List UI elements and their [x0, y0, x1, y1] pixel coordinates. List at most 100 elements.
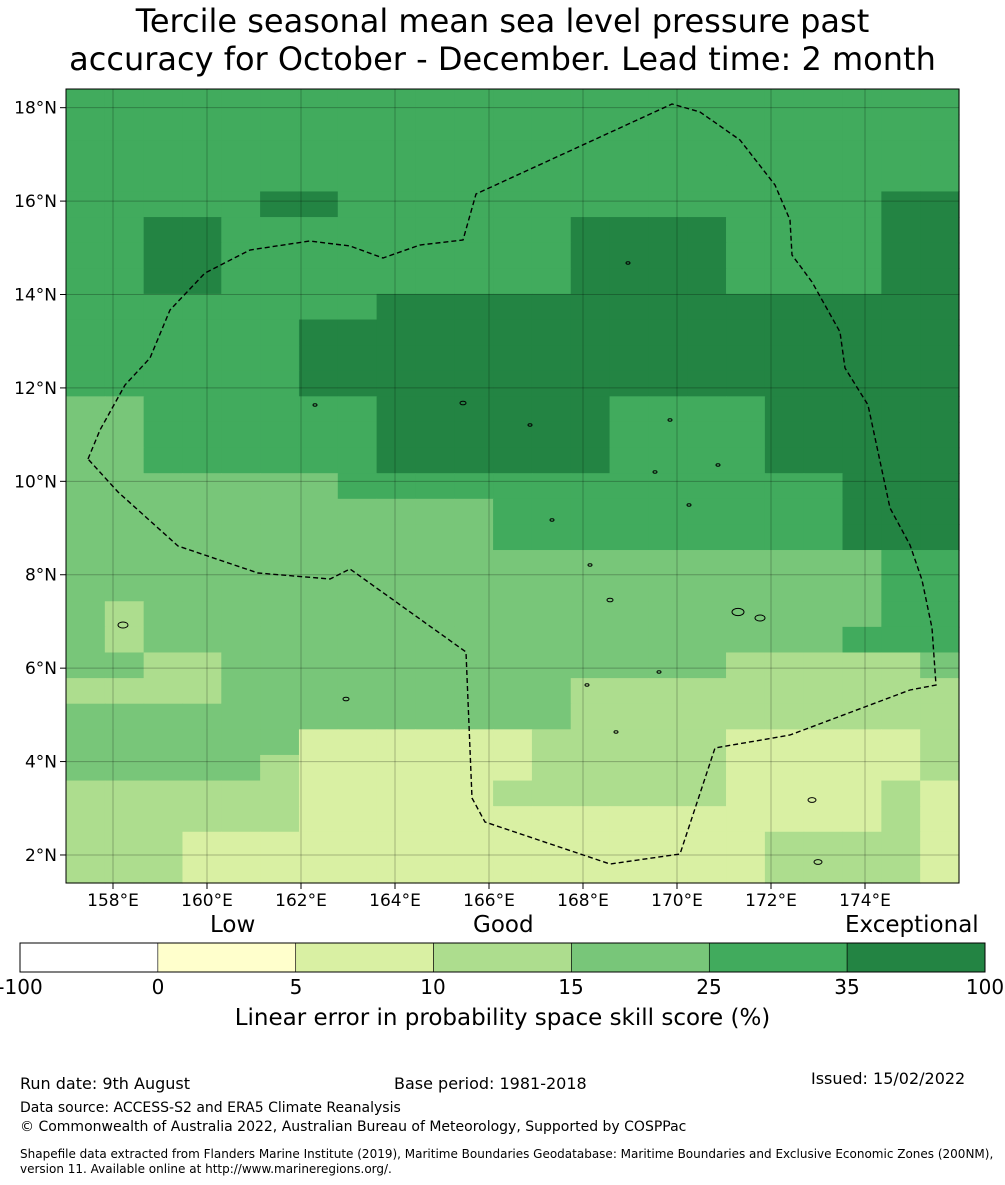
grid-cell — [881, 370, 921, 397]
grid-cell — [260, 729, 300, 756]
grid-cell — [454, 780, 494, 807]
grid-cell — [493, 857, 533, 884]
grid-cell — [104, 575, 145, 602]
grid-cell — [570, 114, 611, 141]
island-outline — [667, 418, 673, 422]
grid-cell — [298, 217, 339, 244]
grid-cell — [376, 268, 417, 295]
grid-cell — [298, 396, 339, 423]
grid-cell — [531, 447, 572, 474]
grid-cell — [920, 626, 960, 654]
grid-cell — [260, 114, 300, 141]
grid-cell — [376, 754, 417, 782]
eez-boundary — [87, 103, 937, 865]
grid-cell — [842, 550, 882, 577]
grid-cell — [726, 678, 766, 705]
grid-cell — [493, 575, 533, 602]
grid-cell — [726, 524, 766, 551]
grid-cell — [609, 550, 649, 577]
grid-cell — [260, 319, 300, 346]
grid-cell — [609, 268, 649, 295]
grid-cell — [104, 447, 145, 474]
grid-cell — [648, 217, 688, 244]
grid-cell — [842, 191, 882, 218]
grid-cell — [609, 831, 649, 858]
grid-cell — [764, 191, 805, 218]
grid-cell — [920, 652, 960, 679]
grid-cell — [881, 140, 921, 167]
grid-cell — [648, 114, 688, 141]
grid-cell — [648, 806, 688, 833]
grid-cell — [376, 498, 417, 526]
grid-cell — [454, 140, 494, 167]
grid-cell — [803, 319, 844, 346]
grid-cell — [881, 524, 921, 551]
y-tick-label: 2°N — [25, 846, 57, 866]
grid-cell — [260, 140, 300, 167]
grid-cell — [66, 601, 106, 628]
grid-cell — [337, 421, 378, 449]
grid-cell — [842, 268, 882, 295]
grid-cell — [454, 473, 494, 500]
grid-cell — [221, 831, 261, 858]
grid-cell — [376, 857, 417, 884]
grid-cell — [376, 780, 417, 807]
y-tick-label: 4°N — [25, 753, 57, 773]
y-axis-ticks: 2°N 4°N 6°N 8°N 10°N 12°N 14°N 16°N 18°N — [14, 99, 66, 866]
grid-cell — [104, 319, 145, 346]
grid-cell — [803, 89, 844, 116]
grid-cell — [570, 217, 611, 244]
grid-cell — [143, 293, 184, 321]
grid-cell — [415, 447, 455, 474]
grid-cell — [726, 89, 766, 116]
grid-cell — [687, 754, 727, 782]
grid-cell — [221, 140, 261, 167]
y-tick-label: 8°N — [25, 566, 57, 586]
grid-cell — [803, 268, 844, 295]
grid-cell — [920, 268, 960, 295]
grid-cell — [881, 831, 921, 858]
grid-cell — [260, 601, 300, 628]
grid-cell — [298, 729, 339, 756]
grid-cell — [337, 447, 378, 474]
grid-cell — [260, 626, 300, 654]
grid-cell — [531, 319, 572, 346]
grid-cell — [726, 165, 766, 193]
grid-cell — [298, 345, 339, 372]
colorbar-tick: 0 — [151, 975, 165, 999]
grid-cell — [337, 678, 378, 705]
grid-cell — [376, 678, 417, 705]
grid-cell — [221, 191, 261, 218]
grid-cell — [648, 165, 688, 193]
grid-cell — [493, 498, 533, 526]
grid-cell — [415, 114, 455, 141]
grid-cell — [531, 345, 572, 372]
grid-cell — [221, 165, 261, 193]
grid-cell — [104, 498, 145, 526]
grid-cell — [570, 89, 611, 116]
x-tick-label: 160°E — [181, 891, 233, 911]
grid-cell — [298, 575, 339, 602]
grid-cell — [609, 447, 649, 474]
map-gridlines — [66, 89, 959, 883]
grid-cell — [920, 242, 960, 269]
grid-cell — [842, 498, 882, 526]
grid-cell — [842, 89, 882, 116]
grid-cell — [570, 421, 611, 449]
grid-cell — [260, 678, 300, 705]
grid-cell — [298, 293, 339, 321]
grid-cell — [842, 857, 882, 884]
title-line-1: Tercile seasonal mean sea level pressure… — [135, 2, 870, 40]
grid-cell — [376, 319, 417, 346]
grid-cell — [337, 268, 378, 295]
grid-cell — [609, 652, 649, 679]
grid-cell — [182, 831, 222, 858]
grid-cell — [881, 652, 921, 679]
grid-cell — [531, 89, 572, 116]
grid-cell — [493, 703, 533, 730]
grid-cell — [531, 396, 572, 423]
colorbar-swatch — [571, 942, 710, 973]
grid-cell — [143, 601, 184, 628]
grid-cell — [920, 345, 960, 372]
grid-cell — [881, 242, 921, 269]
